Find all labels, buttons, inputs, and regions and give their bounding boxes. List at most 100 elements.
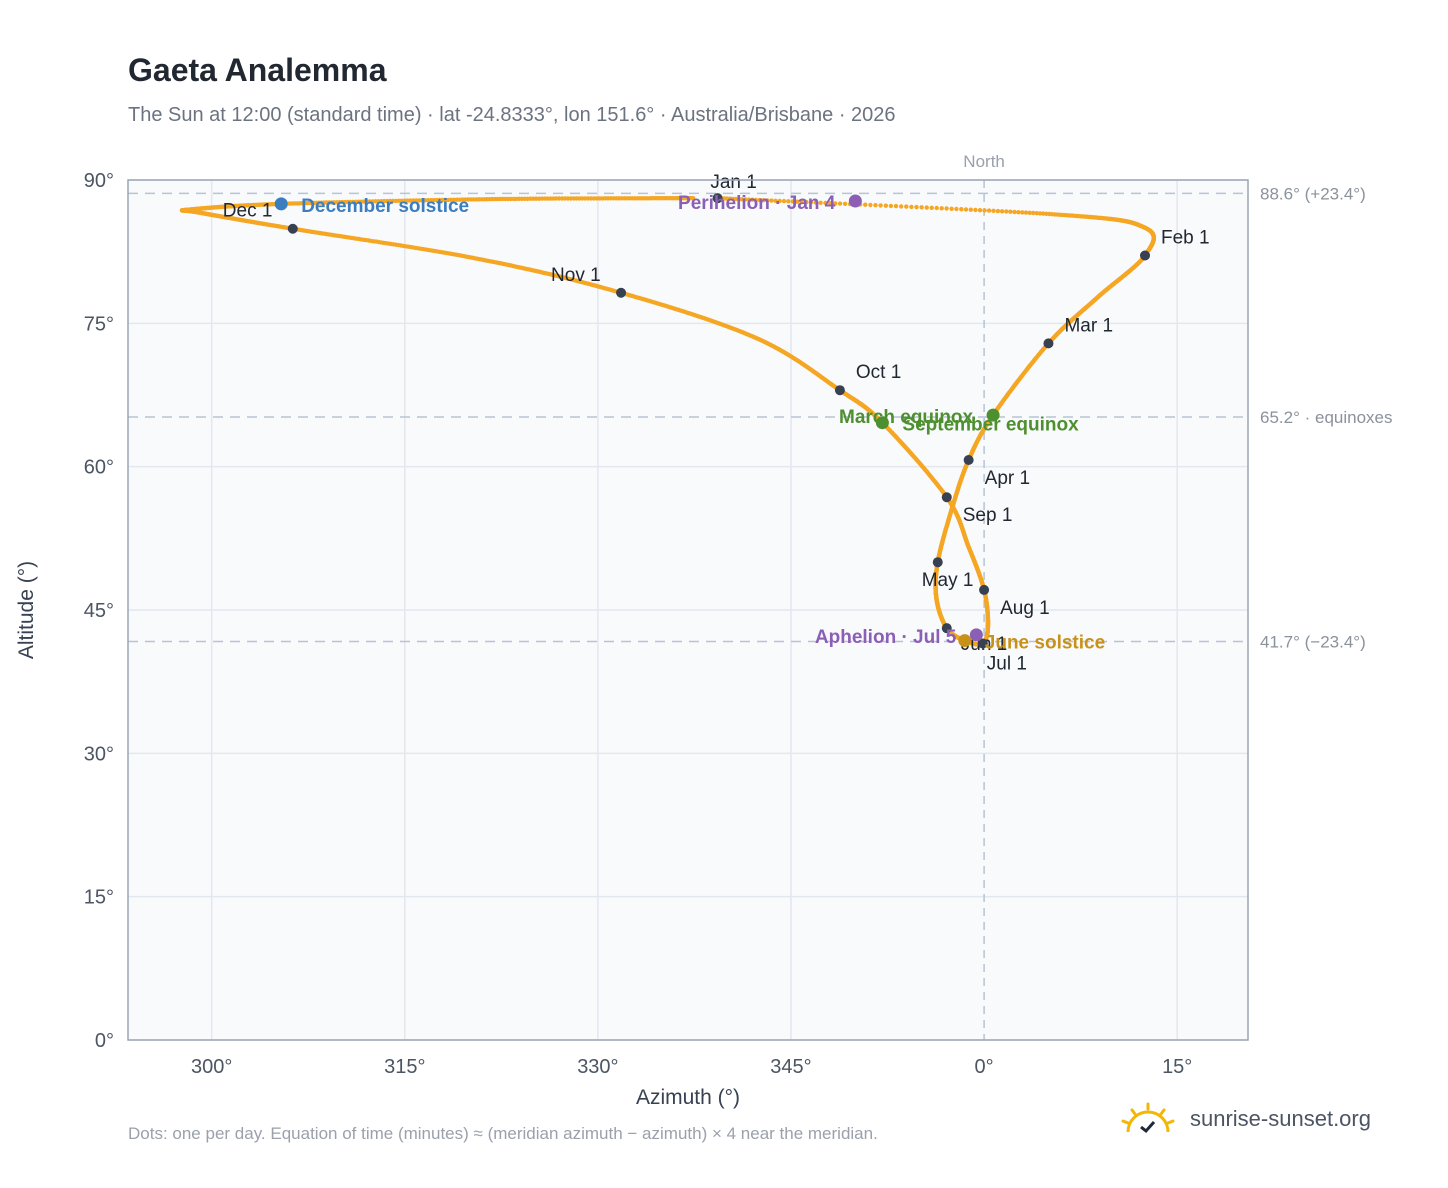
path-dot xyxy=(1034,211,1039,216)
brand[interactable]: sunrise-sunset.org xyxy=(1120,1102,1371,1136)
reference-line-label: 65.2° · equinoxes xyxy=(1260,408,1393,427)
month-marker xyxy=(1043,338,1054,349)
event-label: September equinox xyxy=(902,415,1079,436)
month-marker-label: Nov 1 xyxy=(551,265,601,286)
path-dot xyxy=(904,204,909,209)
event-label: June solstice xyxy=(985,633,1105,654)
path-dot xyxy=(1012,209,1017,215)
x-tick-label: 15° xyxy=(1162,1056,1192,1078)
path-dot xyxy=(924,205,929,210)
path-dot xyxy=(929,205,934,210)
event-marker xyxy=(274,197,288,211)
path-dot xyxy=(991,208,996,213)
event-marker xyxy=(986,408,1000,422)
path-dot xyxy=(813,200,818,205)
path-dot xyxy=(899,204,904,209)
month-marker-label: Sep 1 xyxy=(963,505,1013,526)
event-label: Aphelion · Jul 5 xyxy=(815,627,957,648)
month-marker-label: Mar 1 xyxy=(1064,315,1113,336)
month-marker-label: Oct 1 xyxy=(856,362,901,383)
path-dot xyxy=(746,197,751,202)
path-dot xyxy=(757,197,762,203)
path-dot xyxy=(769,198,774,203)
path-dot xyxy=(786,199,791,204)
path-dot xyxy=(973,207,978,213)
path-dot xyxy=(986,208,992,213)
path-dot xyxy=(909,204,914,210)
month-marker xyxy=(616,287,627,298)
x-tick-label: 0° xyxy=(975,1056,994,1078)
y-tick-label: 90° xyxy=(84,170,114,192)
y-tick-label: 30° xyxy=(84,743,114,765)
path-dot xyxy=(1008,209,1013,214)
month-marker-label: Jul 1 xyxy=(987,653,1027,674)
path-dot xyxy=(753,197,759,203)
path-dot xyxy=(1004,209,1009,214)
month-marker xyxy=(979,584,990,595)
page-title: Gaeta Analemma xyxy=(128,52,387,88)
path-dot xyxy=(761,198,766,203)
month-marker-label: Aug 1 xyxy=(1000,598,1050,619)
y-tick-label: 0° xyxy=(95,1030,114,1052)
y-tick-label: 15° xyxy=(84,887,114,909)
y-tick-label: 60° xyxy=(84,457,114,479)
x-axis-label: Azimuth (°) xyxy=(636,1086,740,1109)
sun-logo-icon xyxy=(1121,1102,1175,1134)
path-dot xyxy=(750,197,755,202)
month-marker-label: Feb 1 xyxy=(1161,227,1210,248)
event-marker xyxy=(875,416,889,430)
path-dot xyxy=(804,199,809,205)
path-dot xyxy=(954,206,959,212)
path-dot xyxy=(773,198,778,203)
month-marker xyxy=(977,638,988,649)
path-dot xyxy=(736,196,741,202)
brand-name[interactable]: sunrise-sunset.org xyxy=(1190,1106,1371,1131)
path-dot xyxy=(799,199,804,205)
path-dot xyxy=(733,196,738,202)
month-marker xyxy=(712,193,723,204)
meridian-label: North xyxy=(963,152,1005,171)
path-dot xyxy=(1020,210,1025,215)
month-marker xyxy=(1140,250,1151,261)
path-dot xyxy=(790,199,795,204)
path-dot xyxy=(873,203,878,208)
event-marker xyxy=(958,634,972,648)
x-tick-label: 300° xyxy=(191,1056,232,1078)
reference-line-label: 41.7° (−23.4°) xyxy=(1260,633,1366,652)
path-dot xyxy=(739,197,745,202)
path-dot xyxy=(795,199,800,204)
month-marker xyxy=(941,623,952,634)
path-dot xyxy=(934,205,939,211)
event-label: December solstice xyxy=(301,196,469,217)
path-dot xyxy=(1023,210,1029,215)
path-dot xyxy=(883,203,888,208)
axis-ticks: 300° 315° 330° 345° 0° 15° 0° 15° 30° 45° 60° 75° 90… xyxy=(84,170,1193,1078)
path-dot xyxy=(944,206,949,211)
reference-line-label: 88.6° (+23.4°) xyxy=(1260,184,1366,203)
path-dot xyxy=(914,204,919,210)
page-subtitle: The Sun at 12:00 (standard time) · lat -… xyxy=(128,104,896,126)
path-dot xyxy=(959,207,964,212)
month-marker xyxy=(834,385,845,396)
path-dot xyxy=(1016,210,1021,215)
path-dot xyxy=(893,203,899,209)
plot-frame xyxy=(127,179,1249,1041)
y-tick-label: 75° xyxy=(84,313,114,335)
path-dot xyxy=(1031,210,1036,216)
month-marker-label: Apr 1 xyxy=(985,468,1030,489)
path-dot xyxy=(818,200,823,205)
y-axis-label: Altitude (°) xyxy=(15,561,38,659)
path-dot xyxy=(1027,210,1032,215)
path-dot xyxy=(878,203,883,208)
path-dot xyxy=(888,203,894,209)
event-markers: December solstice Perihelion · Jan 4 March… xyxy=(274,193,1105,654)
path-dot xyxy=(743,197,748,202)
x-tick-label: 315° xyxy=(384,1056,425,1078)
path-dot xyxy=(781,198,787,204)
month-marker-label: May 1 xyxy=(922,570,974,591)
reference-lines: North 88.6° (+23.4°) 65.2° · equinoxes 41.7… xyxy=(128,152,1393,1040)
month-marker xyxy=(963,454,974,465)
month-marker xyxy=(932,557,943,568)
path-dot xyxy=(777,198,782,204)
